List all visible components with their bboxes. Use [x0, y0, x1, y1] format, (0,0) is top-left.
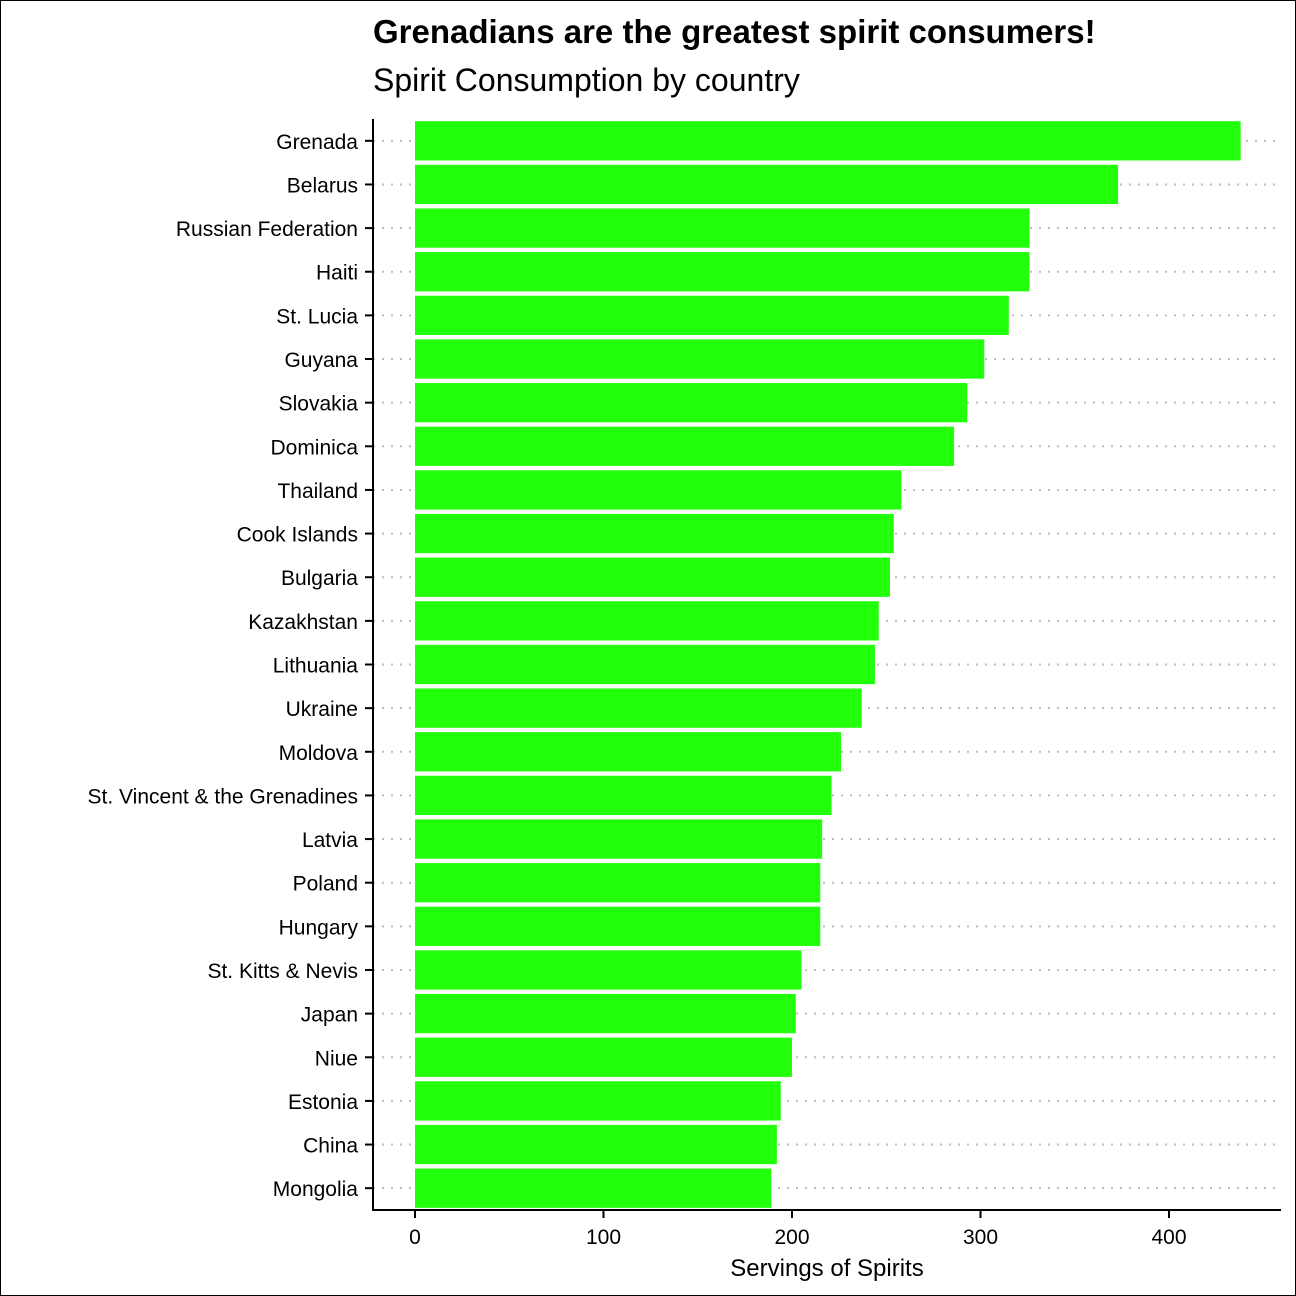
x-tick-label: 0 — [409, 1226, 421, 1249]
y-tick-label: Poland — [293, 873, 358, 896]
gridlines — [373, 139, 1281, 1190]
bar-bulgaria — [415, 557, 891, 597]
bar-latvia — [415, 819, 823, 859]
y-tick-label: Bulgaria — [281, 567, 358, 590]
chart-title: Grenadians are the greatest spirit consu… — [373, 13, 1096, 50]
y-tick-label: Estonia — [288, 1091, 358, 1114]
bar-st-vincent-the-grenadines — [415, 775, 832, 816]
y-tick-label: Belarus — [287, 174, 358, 197]
bar-moldova — [415, 732, 842, 772]
bar-japan — [415, 993, 796, 1034]
bar-belarus — [415, 164, 1119, 205]
bar-poland — [415, 863, 821, 903]
y-tick-label: Niue — [315, 1047, 358, 1070]
y-tick-label: St. Vincent & the Grenadines — [88, 785, 358, 808]
bar-slovakia — [415, 383, 968, 423]
axis-labels: Grenada Belarus Russian Federation Haiti St.… — [88, 131, 1187, 1249]
bar-china — [415, 1124, 777, 1165]
bar-st-lucia — [415, 295, 1009, 336]
bar-st-kitts-nevis — [415, 950, 802, 990]
bar-hungary — [415, 906, 821, 946]
bar-cook-islands — [415, 513, 894, 554]
y-tick-label: Hungary — [279, 916, 359, 939]
bar-grenada — [415, 121, 1241, 161]
y-tick-label: Cook Islands — [237, 524, 358, 547]
y-tick-label: Moldova — [279, 742, 359, 765]
y-tick-label: Latvia — [302, 829, 358, 852]
y-tick-label: Dominica — [270, 436, 358, 459]
y-tick-label: Thailand — [277, 480, 358, 503]
bar-ukraine — [415, 688, 862, 728]
x-tick-label: 200 — [774, 1226, 809, 1249]
y-tick-label: St. Kitts & Nevis — [207, 960, 358, 983]
bar-lithuania — [415, 644, 875, 685]
chart-subtitle: Spirit Consumption by country — [373, 62, 800, 98]
bar-estonia — [415, 1081, 781, 1121]
bar-niue — [415, 1037, 792, 1077]
bars — [415, 121, 1241, 1208]
x-tick-label: 100 — [586, 1226, 621, 1249]
y-tick-label: China — [303, 1135, 358, 1158]
bar-guyana — [415, 339, 985, 379]
x-axis-title: Servings of Spirits — [730, 1255, 923, 1282]
bar-haiti — [415, 252, 1030, 292]
bar-dominica — [415, 426, 955, 466]
bar-kazakhstan — [415, 601, 879, 641]
y-tick-label: Ukraine — [286, 698, 358, 721]
y-tick-label: St. Lucia — [276, 305, 358, 328]
bar-thailand — [415, 470, 902, 510]
bar-russian-federation — [415, 208, 1030, 248]
y-tick-label: Kazakhstan — [248, 611, 358, 634]
x-tick-label: 400 — [1151, 1226, 1186, 1249]
x-tick-label: 300 — [963, 1226, 998, 1249]
y-tick-label: Mongolia — [273, 1178, 359, 1201]
y-tick-label: Haiti — [316, 262, 358, 285]
y-tick-label: Russian Federation — [176, 218, 358, 241]
y-tick-label: Guyana — [284, 349, 358, 372]
y-tick-label: Grenada — [276, 131, 358, 154]
y-tick-label: Slovakia — [279, 393, 359, 416]
y-tick-label: Japan — [301, 1004, 358, 1027]
bar-mongolia — [415, 1168, 772, 1208]
y-tick-label: Lithuania — [273, 655, 359, 678]
